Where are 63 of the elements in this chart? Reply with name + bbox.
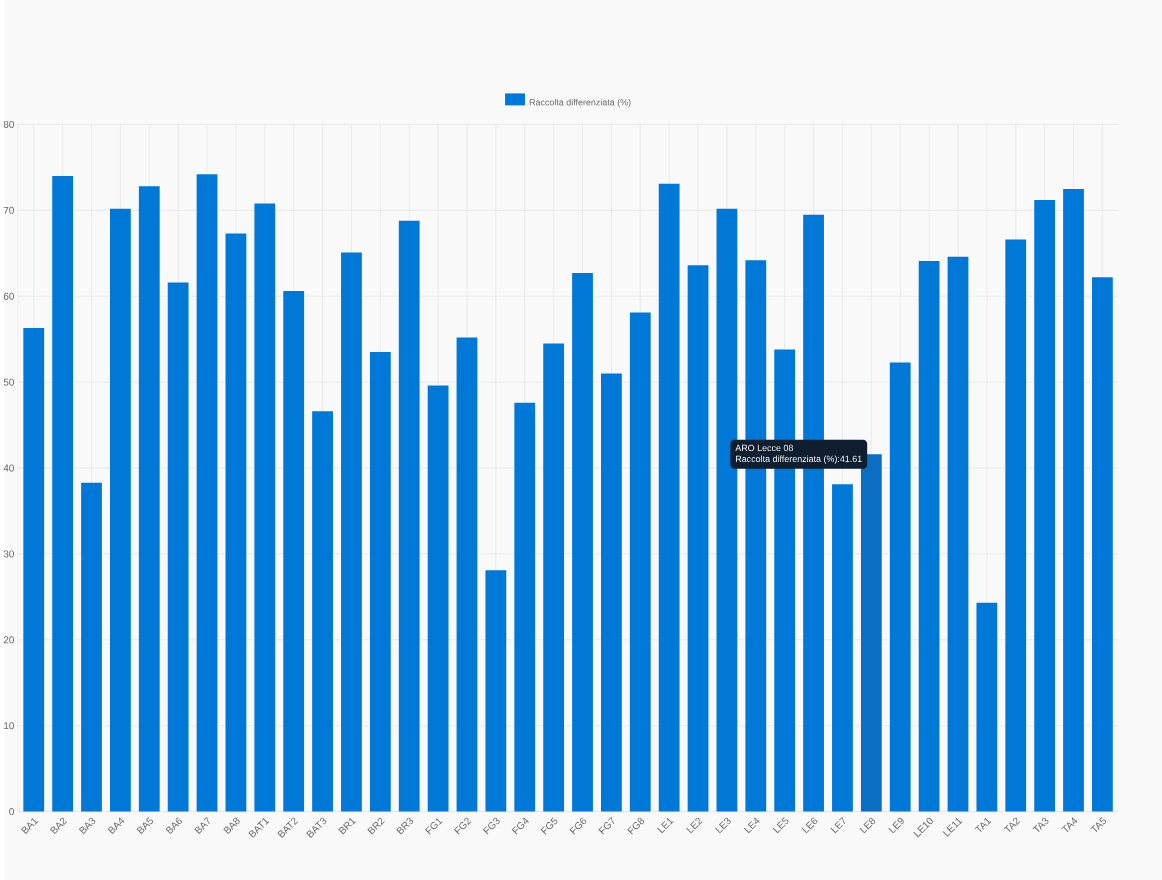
- bar: [947, 256, 969, 812]
- bar: [1063, 188, 1084, 812]
- bar: [1092, 277, 1113, 812]
- x-tick-label: BA1: [21, 817, 39, 834]
- x-tick-label: LE5: [772, 816, 789, 834]
- bar: [283, 290, 305, 812]
- bar: [1034, 199, 1056, 812]
- bar: [81, 482, 102, 812]
- annotation: ARO Lecce 08: [735, 444, 793, 451]
- y-tick-label: 0: [9, 807, 14, 815]
- x-tick-label: LE7: [830, 816, 846, 834]
- bar: [889, 362, 911, 812]
- x-tick-label: TA2: [1003, 817, 1021, 832]
- x-tick-label: TA4: [1061, 817, 1078, 832]
- bar: [312, 411, 333, 812]
- bar: [341, 252, 362, 812]
- x-tick-label: LE2: [686, 817, 703, 834]
- x-tick-label: TA5: [1090, 816, 1107, 832]
- bar: [629, 312, 651, 812]
- bar: [976, 602, 998, 812]
- x-tick-label: LE9: [888, 817, 904, 834]
- bar: [860, 454, 882, 812]
- y-tick-label: 30: [3, 550, 14, 558]
- bar: [832, 484, 853, 812]
- bar: [225, 233, 247, 812]
- x-tick-label: BA2: [50, 817, 68, 834]
- bar: [167, 282, 189, 812]
- bar: [543, 343, 565, 812]
- y-tick-label: 40: [3, 464, 14, 472]
- bar: [1005, 239, 1027, 812]
- x-tick-label: TA3: [1032, 817, 1049, 832]
- bar: [196, 174, 218, 812]
- annotation: Raccolta differenziata (%):41.61: [736, 455, 862, 464]
- y-tick-label: 70: [3, 206, 14, 214]
- x-tick-label: BA3: [78, 817, 96, 834]
- bar: [918, 260, 940, 812]
- x-tick-label: LE1: [657, 817, 674, 834]
- bar: [23, 327, 45, 812]
- bar: [369, 351, 391, 812]
- x-tick-label: TA1: [974, 817, 992, 832]
- x-tick-label: LE4: [743, 817, 760, 834]
- bar: [485, 570, 507, 812]
- bar: [601, 373, 622, 812]
- bar: [138, 186, 160, 812]
- bar: [254, 203, 276, 812]
- bar: [427, 385, 449, 812]
- x-tick-label: LE6: [801, 817, 818, 834]
- bar: [572, 272, 593, 812]
- bar: [687, 265, 709, 812]
- legend-label: Raccolta differenziata (%): [529, 98, 631, 108]
- bar: [52, 175, 74, 812]
- bar: [109, 208, 131, 812]
- y-tick-label: 80: [3, 120, 14, 128]
- y-tick-label: 10: [4, 722, 14, 730]
- x-tick-label: LE8: [859, 817, 876, 834]
- x-tick-label: LE3: [715, 817, 731, 834]
- y-tick-label: 60: [3, 292, 14, 300]
- bar: [398, 220, 420, 812]
- bar: [456, 337, 478, 812]
- bar: [658, 183, 680, 812]
- bar: [514, 402, 536, 812]
- y-tick-label: 50: [3, 378, 14, 386]
- y-tick-label: 20: [3, 636, 14, 644]
